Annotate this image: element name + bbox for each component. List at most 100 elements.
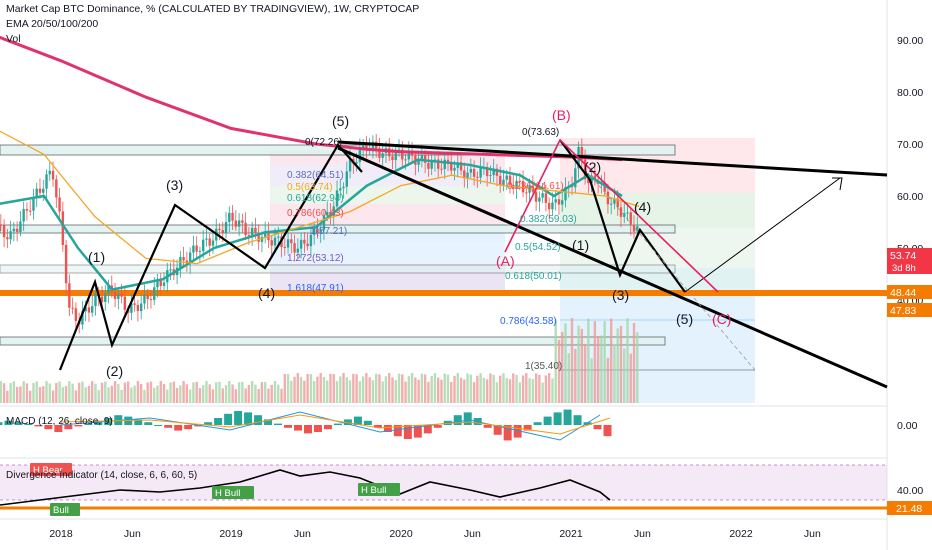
divergence-badge: H Bear [30, 463, 72, 476]
candle-body [525, 192, 528, 194]
macd-bar [493, 425, 502, 435]
candle-body [541, 193, 544, 198]
macd-bar [184, 425, 193, 430]
volume-indicator-label[interactable]: Vol [6, 33, 21, 45]
svg-text:H Bull: H Bull [215, 488, 240, 499]
macd-bar [523, 425, 532, 431]
candle-body [139, 303, 143, 312]
candle-body [446, 159, 450, 162]
macd-bar [543, 416, 552, 425]
candle-body [6, 237, 9, 240]
candle-body [244, 222, 247, 236]
volume-bar [352, 373, 355, 403]
volume-bar [133, 385, 136, 403]
corrective-lines [504, 138, 719, 293]
fib-right-level: 0.236(64.61) [507, 181, 564, 192]
volume-bar [544, 375, 548, 403]
volume-bar [104, 381, 107, 403]
ema-lines [0, 35, 640, 291]
volume-bar [100, 382, 104, 403]
volume-bar [502, 373, 505, 403]
volume-bar [0, 381, 3, 403]
volume-bar [596, 335, 600, 403]
volume-bar [241, 381, 244, 403]
wave-label: (5) [332, 113, 349, 129]
volume-bar [143, 389, 146, 403]
macd-bar [84, 423, 93, 425]
svg-text:48.44: 48.44 [890, 287, 916, 299]
candle-body [221, 230, 224, 234]
volume-bar [153, 387, 156, 403]
macd-bar [244, 412, 253, 425]
candle-body [91, 306, 94, 313]
candle-body [499, 175, 502, 185]
volume-bar [606, 357, 610, 403]
macd-bar [14, 422, 23, 425]
volume-bar [244, 388, 247, 403]
candle-body [277, 236, 280, 238]
volume-bar [188, 389, 192, 403]
candle-body [123, 296, 127, 310]
candle-body [423, 154, 427, 163]
volume-bar [61, 387, 65, 403]
time-tick-label: 2021 [559, 528, 583, 540]
candle-body [616, 198, 619, 208]
ema-indicator-label[interactable]: EMA 20/50/100/200 [6, 18, 99, 30]
fib-left-level: 0.618(62.94) [287, 193, 344, 204]
volume-bar [149, 381, 153, 403]
volume-bar [407, 376, 411, 403]
volume-bar [87, 385, 91, 403]
volume-bar [436, 377, 440, 403]
volume-bar [374, 373, 378, 403]
candle-body [355, 161, 358, 164]
price-badge: 47.83 [887, 303, 932, 317]
volume-bar [603, 321, 606, 403]
volume-bar [626, 318, 629, 403]
volume-bar [570, 318, 574, 403]
macd-bar [393, 425, 402, 437]
macd-bar [533, 422, 542, 425]
candle-body [358, 148, 362, 162]
candle-body [485, 166, 489, 177]
volume-bar [384, 376, 388, 403]
candle-body [68, 283, 71, 308]
candle-body [580, 147, 584, 160]
macd-bar [224, 413, 233, 425]
volume-bar [169, 382, 172, 403]
volume-bar [528, 378, 531, 403]
candle-body [12, 228, 16, 232]
volume-bar [277, 384, 280, 403]
volume-bar [136, 381, 140, 403]
svg-text:3d 8h: 3d 8h [892, 263, 916, 274]
candle-body [159, 280, 162, 286]
volume-bar [551, 378, 554, 403]
time-tick-label: Jun [464, 528, 481, 540]
candle-body [195, 245, 198, 252]
candle-body [391, 156, 394, 161]
candle-body [636, 226, 639, 232]
divergence-title[interactable]: Divergence Indicator (14, close, 6, 6, 6… [6, 470, 198, 481]
macd-bar [593, 425, 602, 430]
volume-bar [306, 373, 309, 403]
candle-body [407, 151, 411, 160]
volume-bar [492, 374, 495, 403]
volume-bar [123, 382, 127, 403]
volume-bar [482, 377, 486, 403]
volume-bar [345, 377, 349, 403]
macd-bar [513, 425, 522, 438]
candle-body [463, 170, 466, 179]
volume-bar [339, 376, 342, 403]
candle-body [518, 180, 521, 182]
time-tick-label: Jun [294, 528, 311, 540]
macd-title[interactable]: MACD (12, 26, close, 9) [6, 416, 113, 427]
candle-body [299, 239, 303, 249]
divergence-badge: H Bull [212, 486, 254, 499]
fib-right-level: 0.786(43.58) [500, 316, 557, 327]
macd-bar [4, 420, 13, 425]
macd-bar [134, 419, 143, 425]
volume-bar [485, 379, 489, 403]
candle-body [42, 188, 45, 193]
candle-body [64, 244, 68, 284]
candle-body [264, 231, 267, 237]
volume-bar [19, 386, 22, 403]
